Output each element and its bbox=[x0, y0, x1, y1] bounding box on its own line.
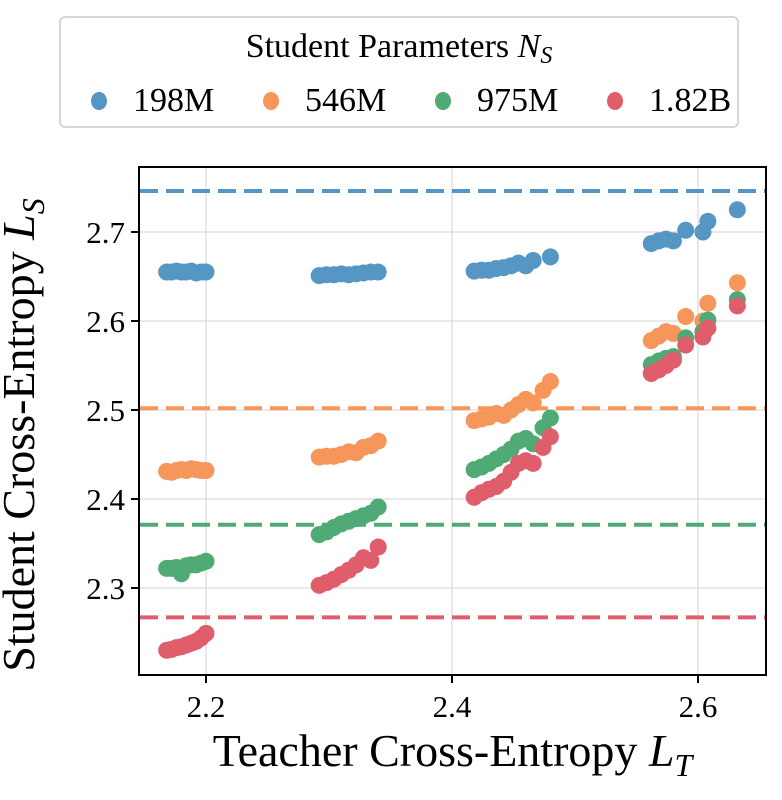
legend: Student Parameters NS 198M 546M 975M 1.8… bbox=[59, 16, 739, 128]
legend-title-text: Student Parameters bbox=[245, 28, 510, 65]
data-point bbox=[728, 274, 746, 292]
data-point bbox=[369, 432, 387, 450]
baseline-dashed-lines bbox=[140, 189, 765, 620]
legend-item-546m: 546M bbox=[255, 82, 427, 120]
data-points bbox=[158, 201, 746, 659]
data-point bbox=[664, 232, 682, 250]
data-point bbox=[699, 319, 717, 337]
legend-label: 975M bbox=[477, 82, 559, 119]
x-axis-label-symbol: L bbox=[648, 725, 675, 776]
data-point bbox=[197, 624, 215, 642]
y-tick-label: 2.3 bbox=[86, 571, 125, 606]
legend-item-1-82b: 1.82B bbox=[599, 82, 771, 120]
data-point bbox=[677, 221, 695, 239]
x-tick-label: 2.4 bbox=[433, 689, 472, 724]
x-axis-label-subscript: T bbox=[674, 747, 693, 783]
data-point bbox=[677, 308, 695, 326]
x-axis-label-text: Teacher Cross-Entropy bbox=[212, 725, 638, 776]
legend-item-198m: 198M bbox=[83, 82, 255, 120]
data-point bbox=[728, 201, 746, 219]
data-point bbox=[524, 454, 542, 472]
legend-items: 198M 546M 975M 1.82B bbox=[83, 82, 771, 120]
y-tick-label: 2.5 bbox=[86, 393, 125, 428]
y-tick-label: 2.4 bbox=[86, 482, 125, 517]
legend-label: 198M bbox=[133, 82, 215, 119]
y-axis-label: Student Cross-Entropy LS bbox=[0, 185, 52, 685]
data-point bbox=[664, 351, 682, 369]
legend-title: Student Parameters NS bbox=[61, 28, 737, 70]
data-point bbox=[524, 394, 542, 412]
axis-ticks: 2.2 2.4 2.6 2.3 2.4 2.5 2.6 2.7 bbox=[86, 215, 717, 724]
legend-marker-icon bbox=[263, 92, 279, 110]
legend-label: 1.82B bbox=[649, 82, 732, 119]
data-point bbox=[369, 538, 387, 556]
x-tick-label: 2.2 bbox=[187, 689, 226, 724]
data-point bbox=[369, 263, 387, 281]
legend-item-975m: 975M bbox=[427, 82, 599, 120]
y-tick-label: 2.6 bbox=[86, 304, 125, 339]
data-point bbox=[197, 263, 215, 281]
y-axis-label-text: Student Cross-Entropy bbox=[0, 251, 44, 672]
y-tick-label: 2.7 bbox=[86, 215, 125, 250]
legend-marker-icon bbox=[435, 92, 451, 110]
data-point bbox=[362, 551, 380, 569]
legend-label: 546M bbox=[305, 82, 387, 119]
data-point bbox=[197, 462, 215, 480]
data-point bbox=[541, 248, 559, 266]
x-axis-label: Teacher Cross-Entropy LT bbox=[139, 724, 766, 784]
data-point bbox=[728, 297, 746, 315]
legend-marker-icon bbox=[91, 92, 107, 110]
x-tick-label: 2.6 bbox=[679, 689, 718, 724]
data-point bbox=[524, 251, 542, 269]
data-point bbox=[541, 409, 559, 427]
data-point bbox=[197, 552, 215, 570]
data-point bbox=[677, 336, 695, 354]
data-point bbox=[699, 294, 717, 312]
data-point bbox=[369, 498, 387, 516]
legend-title-subscript: S bbox=[540, 43, 553, 69]
y-axis-label-subscript: S bbox=[15, 198, 51, 215]
y-axis-label-symbol: L bbox=[0, 214, 44, 240]
data-point bbox=[541, 373, 559, 391]
legend-marker-icon bbox=[607, 92, 623, 110]
data-point bbox=[541, 428, 559, 446]
legend-title-symbol: N bbox=[517, 28, 541, 65]
data-point bbox=[699, 212, 717, 230]
